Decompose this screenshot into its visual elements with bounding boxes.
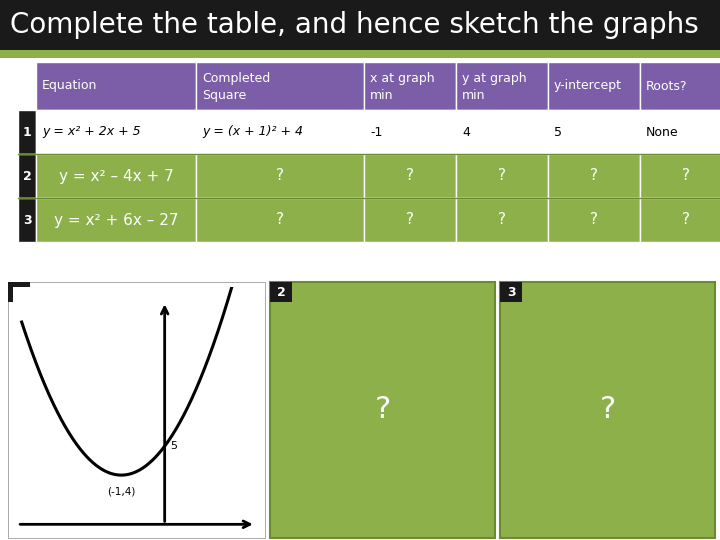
Bar [8, 282, 30, 302]
Text: ?: ? [590, 168, 598, 184]
Text: Square: Square [202, 89, 246, 102]
Text: x at graph: x at graph [370, 72, 435, 85]
Text: 1: 1 [22, 125, 32, 138]
Bar [0, 50, 720, 58]
Text: Completed: Completed [202, 72, 270, 85]
Bar [8, 282, 265, 538]
Text: 2: 2 [22, 170, 32, 183]
Bar [18, 62, 720, 242]
Text: y-intercept: y-intercept [554, 79, 622, 92]
Text: y = x² + 6x – 27: y = x² + 6x – 27 [54, 213, 179, 227]
Bar [196, 198, 364, 242]
Text: ?: ? [682, 213, 690, 227]
Text: 1: 1 [14, 286, 23, 299]
Bar [270, 282, 495, 538]
Bar [456, 110, 548, 154]
Text: 3: 3 [507, 286, 516, 299]
Text: y at graph: y at graph [462, 72, 526, 85]
Bar [500, 282, 715, 538]
Text: ?: ? [590, 213, 598, 227]
Bar [456, 198, 548, 242]
Bar [548, 154, 640, 198]
Text: Roots?: Roots? [646, 79, 688, 92]
Text: y = x² + 2x + 5: y = x² + 2x + 5 [42, 125, 140, 138]
Bar [364, 154, 456, 198]
Bar [196, 110, 364, 154]
Bar [0, 0, 720, 50]
Text: y = (x + 1)² + 4: y = (x + 1)² + 4 [202, 125, 303, 138]
Bar [364, 110, 456, 154]
Bar [270, 282, 292, 302]
Bar [364, 62, 456, 110]
Bar [18, 198, 36, 242]
Text: 5: 5 [170, 441, 177, 451]
Bar [36, 198, 196, 242]
Bar [456, 154, 548, 198]
Text: 2: 2 [276, 286, 285, 299]
Text: min: min [462, 89, 485, 102]
Bar [640, 198, 720, 242]
Bar [18, 154, 36, 198]
Bar [456, 62, 548, 110]
Text: (-1,4): (-1,4) [107, 487, 135, 497]
Text: ?: ? [406, 168, 414, 184]
Text: ?: ? [276, 168, 284, 184]
Bar [548, 198, 640, 242]
Text: ?: ? [682, 168, 690, 184]
Text: 4: 4 [462, 125, 470, 138]
Text: ?: ? [498, 168, 506, 184]
Bar [36, 62, 196, 110]
Bar [640, 62, 720, 110]
Text: ?: ? [374, 395, 391, 424]
Bar [640, 110, 720, 154]
Text: y = x² – 4x + 7: y = x² – 4x + 7 [58, 168, 174, 184]
Text: min: min [370, 89, 394, 102]
Text: 3: 3 [23, 213, 31, 226]
Bar [36, 110, 196, 154]
Bar [548, 110, 640, 154]
Text: ?: ? [276, 213, 284, 227]
Text: None: None [646, 125, 679, 138]
Text: ?: ? [406, 213, 414, 227]
Text: ?: ? [599, 395, 616, 424]
Text: 5: 5 [554, 125, 562, 138]
Bar [364, 198, 456, 242]
Text: ?: ? [498, 213, 506, 227]
Text: Equation: Equation [42, 79, 97, 92]
Text: -1: -1 [370, 125, 382, 138]
Text: Complete the table, and hence sketch the graphs: Complete the table, and hence sketch the… [10, 11, 698, 39]
Bar [196, 62, 364, 110]
Bar [36, 154, 196, 198]
Bar [196, 154, 364, 198]
Bar [548, 62, 640, 110]
Bar [500, 282, 522, 302]
Bar [18, 110, 36, 154]
Bar [640, 154, 720, 198]
